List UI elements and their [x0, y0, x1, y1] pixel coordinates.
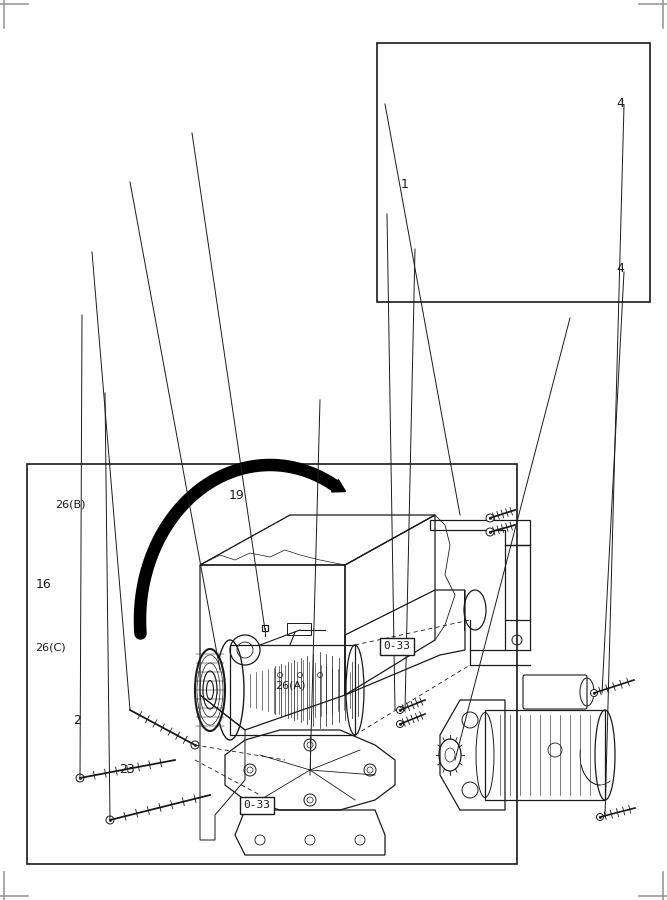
Text: 2: 2 [73, 714, 81, 726]
Ellipse shape [195, 649, 225, 731]
Ellipse shape [396, 721, 404, 727]
Polygon shape [331, 480, 346, 492]
Ellipse shape [106, 816, 114, 824]
Ellipse shape [76, 774, 84, 782]
Ellipse shape [203, 671, 217, 709]
Bar [377, 43, 650, 302]
Text: 26(A): 26(A) [275, 680, 305, 691]
Ellipse shape [396, 706, 404, 714]
Text: 0-33: 0-33 [243, 800, 270, 811]
Text: 0-33: 0-33 [384, 641, 410, 652]
Ellipse shape [486, 528, 494, 536]
Text: 19: 19 [229, 489, 245, 501]
Ellipse shape [486, 514, 494, 522]
Ellipse shape [590, 689, 598, 697]
Bar [27, 464, 517, 864]
Ellipse shape [191, 741, 199, 749]
Text: 26(B): 26(B) [55, 499, 85, 509]
Text: 26(C): 26(C) [35, 643, 65, 653]
Ellipse shape [596, 814, 604, 821]
Text: 23: 23 [119, 763, 135, 776]
FancyBboxPatch shape [287, 623, 311, 635]
Text: 16: 16 [35, 579, 51, 591]
Text: 4: 4 [616, 262, 624, 274]
Text: 4: 4 [616, 97, 624, 110]
Text: 1: 1 [401, 178, 409, 191]
Bar [485, 710, 605, 800]
